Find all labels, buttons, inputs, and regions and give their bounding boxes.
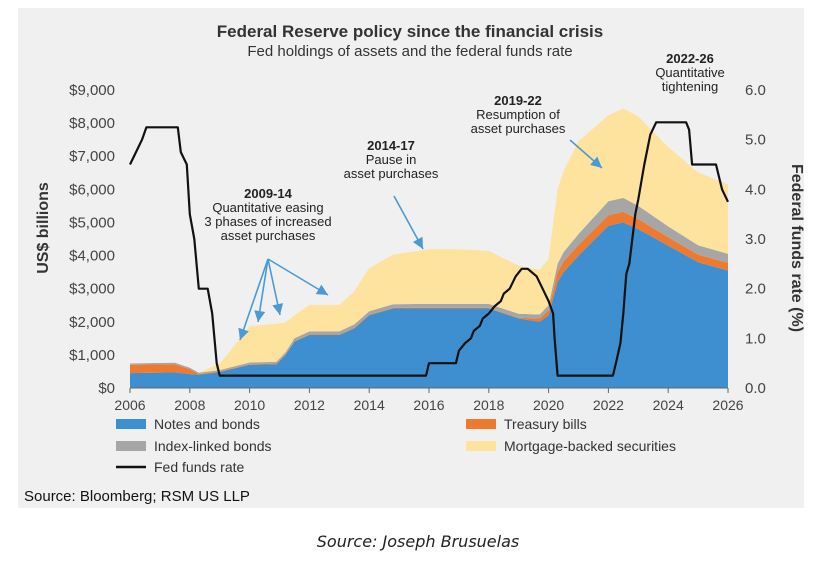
fed-policy-chart: Federal Reserve policy since the financi…: [24, 22, 804, 505]
annotation-title: 2022-26: [666, 51, 714, 66]
area-notes-and-bonds: [130, 222, 728, 388]
annotation-text: asset purchases: [221, 228, 316, 243]
x-tick-label: 2012: [294, 397, 325, 413]
chart-subtitle: Fed holdings of assets and the federal f…: [247, 43, 572, 60]
source-note: Source: Bloomberg; RSM US LLP: [24, 488, 250, 505]
annotation-text: asset purchases: [344, 166, 439, 181]
y-tick-label: $3,000: [69, 281, 115, 298]
x-tick-label: 2016: [413, 397, 444, 413]
annotation-text: Quantitative easing: [212, 200, 323, 215]
annotation-arrow-shaft: [239, 258, 269, 341]
y2-axis-label: Federal funds rate (%): [788, 164, 804, 332]
area-mortgage-backed-securities: [130, 108, 728, 373]
y-tick-label: $9,000: [69, 82, 115, 99]
y-tick-label: $6,000: [69, 181, 115, 198]
y-tick-label: $8,000: [69, 115, 115, 132]
chart-title: Federal Reserve policy since the financi…: [217, 22, 603, 41]
x-tick-label: 2008: [174, 397, 205, 413]
annotation-text: Quantitative: [655, 65, 724, 80]
y-tick-label: $5,000: [69, 214, 115, 231]
y-tick-label: $2,000: [69, 314, 115, 331]
annotation-title: 2009-14: [244, 186, 292, 201]
y-tick-label: $4,000: [69, 248, 115, 265]
y2-tick-label: 0.0: [745, 380, 766, 397]
x-tick-label: 2020: [533, 397, 564, 413]
y2-tick-label: 4.0: [745, 181, 766, 198]
y-tick-label: $7,000: [69, 148, 115, 165]
legend-label: Notes and bonds: [154, 416, 260, 432]
x-tick-label: 2024: [653, 397, 684, 413]
x-tick-label: 2022: [593, 397, 624, 413]
annotation-arrow-head: [272, 303, 284, 315]
legend-swatch-index-linked-bonds: [116, 441, 146, 451]
image-caption: Source: Joseph Brusuelas: [316, 532, 520, 551]
y-tick-label: $0: [98, 380, 115, 397]
legend-label: Treasury bills: [504, 416, 587, 432]
fed-funds-rate-line: [129, 121, 729, 377]
area-index-linked-bonds: [130, 197, 728, 375]
y-tick-label: $1,000: [69, 347, 115, 364]
y2-tick-label: 1.0: [745, 330, 766, 347]
legend-label: Mortgage-backed securities: [504, 438, 676, 454]
x-tick-label: 2026: [712, 397, 743, 413]
y2-tick-label: 2.0: [745, 281, 766, 298]
annotation-text: 3 phases of increased: [204, 214, 331, 229]
annotation-arrow-head: [412, 236, 423, 249]
annotation-text: tightening: [662, 79, 718, 94]
annotation-title: 2014-17: [367, 138, 415, 153]
annotation-arrow-shaft: [267, 258, 329, 296]
legend-label: Fed funds rate: [154, 459, 244, 475]
area-treasury-bills: [130, 211, 728, 375]
annotation-title: 2019-22: [494, 93, 542, 108]
chart-panel: Federal Reserve policy since the financi…: [18, 8, 804, 508]
x-tick-label: 2014: [354, 397, 385, 413]
annotation-arrow-head: [254, 310, 266, 322]
y2-tick-label: 6.0: [745, 82, 766, 99]
y-axis-label: US$ billions: [35, 182, 52, 274]
annotation-arrow-head: [590, 156, 602, 168]
annotation-text: Pause in: [366, 152, 417, 167]
annotation-arrow-head: [315, 284, 328, 295]
x-tick-label: 2010: [234, 397, 265, 413]
annotation-text: asset purchases: [471, 121, 566, 136]
annotation-arrow-head: [238, 327, 249, 340]
x-tick-label: 2018: [473, 397, 504, 413]
annotation-text: Resumption of: [476, 107, 560, 122]
legend-swatch-treasury-bills: [466, 419, 496, 429]
legend-swatch-notes-and-bonds: [116, 419, 146, 429]
legend-swatch-mortgage-backed-securities: [466, 441, 496, 451]
y2-tick-label: 5.0: [745, 132, 766, 149]
x-tick-label: 2006: [114, 397, 145, 413]
legend-label: Index-linked bonds: [154, 438, 272, 454]
y2-tick-label: 3.0: [745, 231, 766, 248]
